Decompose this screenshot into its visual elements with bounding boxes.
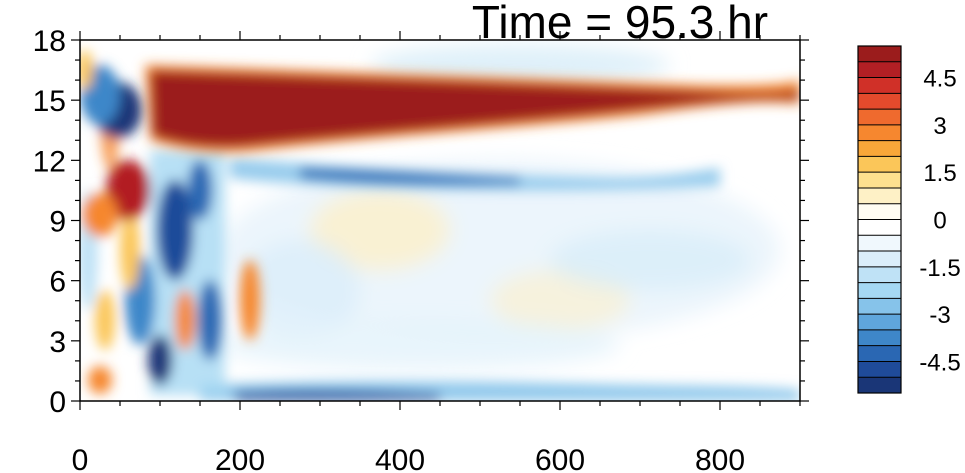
colorbar-box — [858, 46, 901, 63]
colorbar-box — [858, 156, 901, 173]
y-tick-label: 15 — [33, 85, 66, 118]
colorbar-box — [858, 329, 901, 346]
x-tick-label: 200 — [215, 444, 265, 473]
colorbar-box — [858, 203, 901, 220]
field-background-patches — [220, 45, 780, 370]
colorbar-box — [858, 140, 901, 157]
y-tick-label: 0 — [49, 386, 66, 419]
colorbar-box — [858, 251, 901, 268]
y-tick-label: 18 — [33, 25, 66, 58]
colorbar-box — [858, 361, 901, 378]
colorbar-label: 3 — [933, 113, 946, 140]
y-tick-label: 3 — [49, 326, 66, 359]
colorbar-box — [858, 298, 901, 315]
x-tick-label: 800 — [695, 444, 745, 473]
colorbar-frame — [857, 45, 902, 394]
colorbar-box — [858, 61, 901, 78]
chart-title: Time = 95.3 hr — [472, 0, 768, 48]
x-tick-label: 400 — [375, 444, 425, 473]
colorbar-label: 0 — [933, 208, 946, 235]
colorbar-label: -3 — [929, 302, 950, 329]
colorbar-box — [858, 172, 901, 189]
x-tick-label: 0 — [72, 444, 89, 473]
colorbar-label: 4.5 — [923, 66, 956, 93]
colorbar-box — [858, 235, 901, 252]
colorbar-box — [858, 377, 901, 394]
colorbar-box — [858, 77, 901, 94]
x-tick-label: 600 — [535, 444, 585, 473]
heatmap-field — [80, 45, 800, 401]
field-features — [80, 50, 800, 401]
y-tick-label: 9 — [49, 206, 66, 239]
colorbar-box — [858, 266, 901, 283]
colorbar-box — [858, 314, 901, 331]
colorbar-box — [858, 109, 901, 126]
colorbar-label: 1.5 — [923, 160, 956, 187]
colorbar-box — [858, 124, 901, 141]
y-tick-label: 12 — [33, 145, 66, 178]
colorbar-box — [858, 282, 901, 299]
colorbar-label: -4.5 — [919, 349, 960, 376]
colorbar-box — [858, 219, 901, 236]
colorbar-box — [858, 93, 901, 110]
colorbar: 4.5 3 1.5 0 -1.5 -3 -4.5 — [857, 45, 961, 394]
axes: 0 3 6 9 12 15 18 0 200 400 600 800 — [33, 25, 809, 473]
colorbar-box — [858, 187, 901, 205]
colorbar-box — [858, 345, 901, 362]
colorbar-label: -1.5 — [919, 255, 960, 282]
y-tick-label: 6 — [49, 266, 66, 299]
warm-band — [145, 65, 800, 152]
